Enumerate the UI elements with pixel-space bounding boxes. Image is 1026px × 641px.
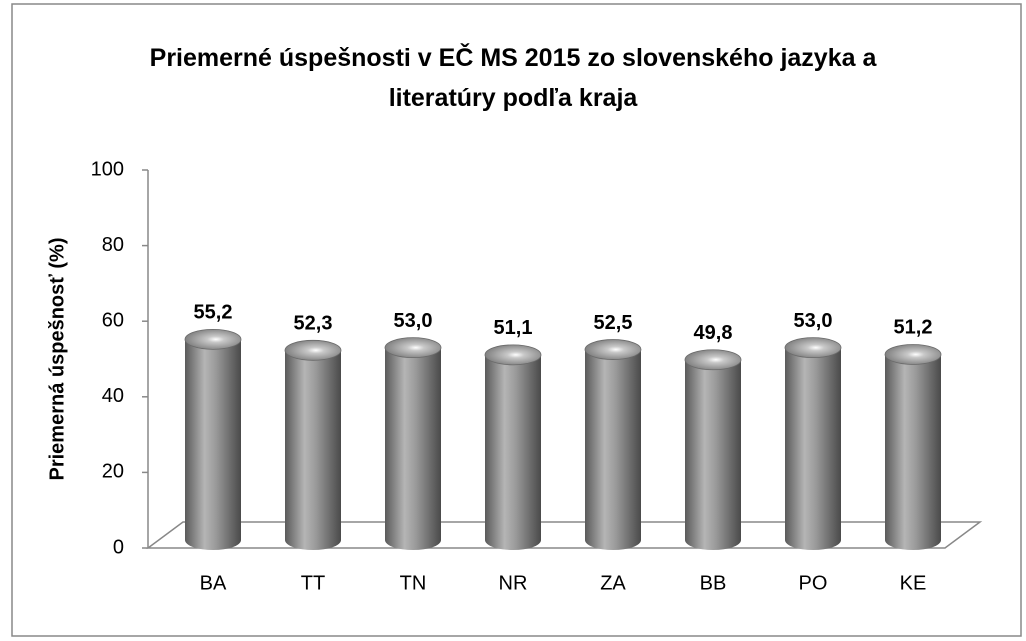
x-tick-label: PO [799, 572, 828, 594]
bar-part [285, 350, 341, 550]
bar-part [885, 354, 941, 550]
x-tick-label: ZA [600, 572, 626, 594]
bar-part [385, 347, 441, 550]
data-label: 55,2 [194, 302, 233, 324]
data-label: 53,0 [394, 310, 433, 332]
x-tick-label: TN [400, 572, 427, 594]
bar-part [184, 328, 242, 350]
data-label: 49,8 [694, 322, 733, 344]
y-tick-label: 80 [102, 234, 124, 256]
bar-part [185, 339, 241, 550]
bar [884, 344, 942, 550]
y-tick-label: 100 [91, 158, 124, 180]
x-tick-label: BA [200, 572, 227, 594]
chart-title: Priemerné úspešnosti v EČ MS 2015 zo slo… [149, 44, 877, 112]
bar [684, 349, 742, 550]
bar-part [284, 339, 342, 361]
bar [484, 344, 542, 550]
bar-part [784, 337, 842, 359]
bar-part [484, 344, 542, 366]
bar-part [384, 337, 442, 359]
x-tick-label: KE [900, 572, 927, 594]
data-label: 52,5 [594, 312, 633, 334]
x-tick-label: TT [301, 572, 325, 594]
data-label: 52,3 [294, 313, 333, 335]
bar [384, 337, 442, 550]
bar-part [584, 339, 642, 360]
data-label: 53,0 [794, 310, 833, 332]
y-tick-label: 40 [102, 385, 124, 407]
floor [145, 521, 983, 549]
bar-part [685, 359, 741, 550]
x-tick-label: BB [700, 572, 727, 594]
bar [284, 339, 342, 550]
bar-part [884, 344, 942, 365]
y-tick-label: 0 [113, 536, 124, 558]
x-tick-label: NR [499, 572, 528, 594]
y-axis-label: Priemerná úspešnosť (%) [46, 238, 68, 481]
y-tick-label: 20 [102, 461, 124, 483]
data-label: 51,2 [894, 317, 933, 339]
bar-part [684, 349, 742, 371]
bar [584, 339, 642, 550]
bar-part [585, 349, 641, 550]
bar [784, 337, 842, 550]
data-label: 51,1 [494, 317, 533, 339]
bar-part [485, 354, 541, 550]
y-tick-label: 60 [102, 309, 124, 331]
bar-part [785, 347, 841, 550]
bar [184, 328, 242, 550]
